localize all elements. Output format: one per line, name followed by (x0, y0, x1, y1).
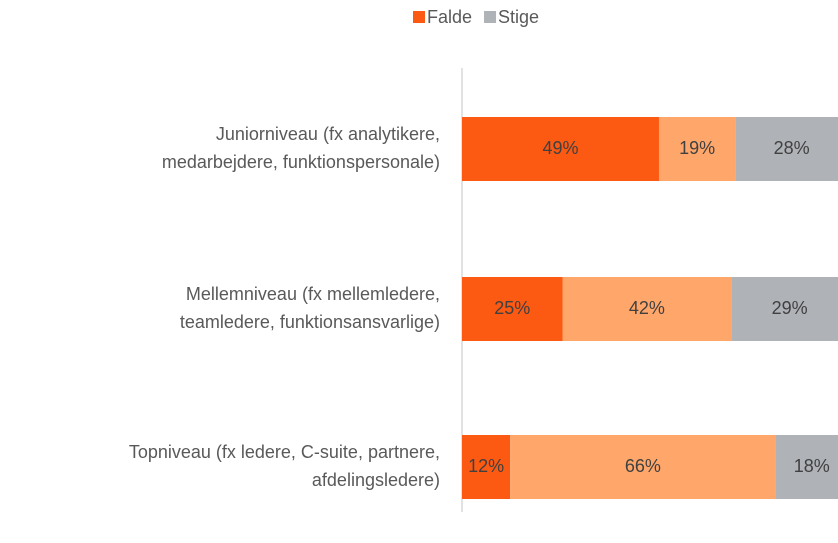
legend-swatch (413, 11, 425, 23)
value-label: 18% (794, 456, 830, 476)
value-label: 49% (542, 138, 578, 158)
legend-label: Falde (427, 7, 472, 27)
bar-segment (510, 435, 776, 499)
bar-segment (775, 435, 838, 499)
bar-segment (462, 435, 511, 499)
value-label: 42% (629, 298, 665, 318)
value-label: 12% (468, 456, 504, 476)
bar-segment (735, 117, 838, 181)
category-label: Juniorniveau (fx analytikere, (216, 124, 440, 144)
category-label: Mellemniveau (fx mellemledere, (186, 284, 440, 304)
value-label: 25% (494, 298, 530, 318)
value-label: 28% (774, 138, 810, 158)
category-label: medarbejdere, funktionspersonale) (162, 152, 440, 172)
legend-label: Stige (498, 7, 539, 27)
category-label: afdelingsledere) (312, 470, 440, 490)
value-label: 19% (679, 138, 715, 158)
bar-segment (462, 117, 659, 181)
category-label: teamledere, funktionsansvarlige) (180, 312, 440, 332)
bar-segment (562, 277, 732, 341)
bar-segment (462, 277, 563, 341)
value-label: 66% (625, 456, 661, 476)
value-label: 29% (772, 298, 808, 318)
legend-swatch (484, 11, 497, 23)
bar-segment (731, 277, 838, 341)
bar-segment (658, 117, 736, 181)
category-label: Topniveau (fx ledere, C-suite, partnere, (129, 442, 440, 462)
